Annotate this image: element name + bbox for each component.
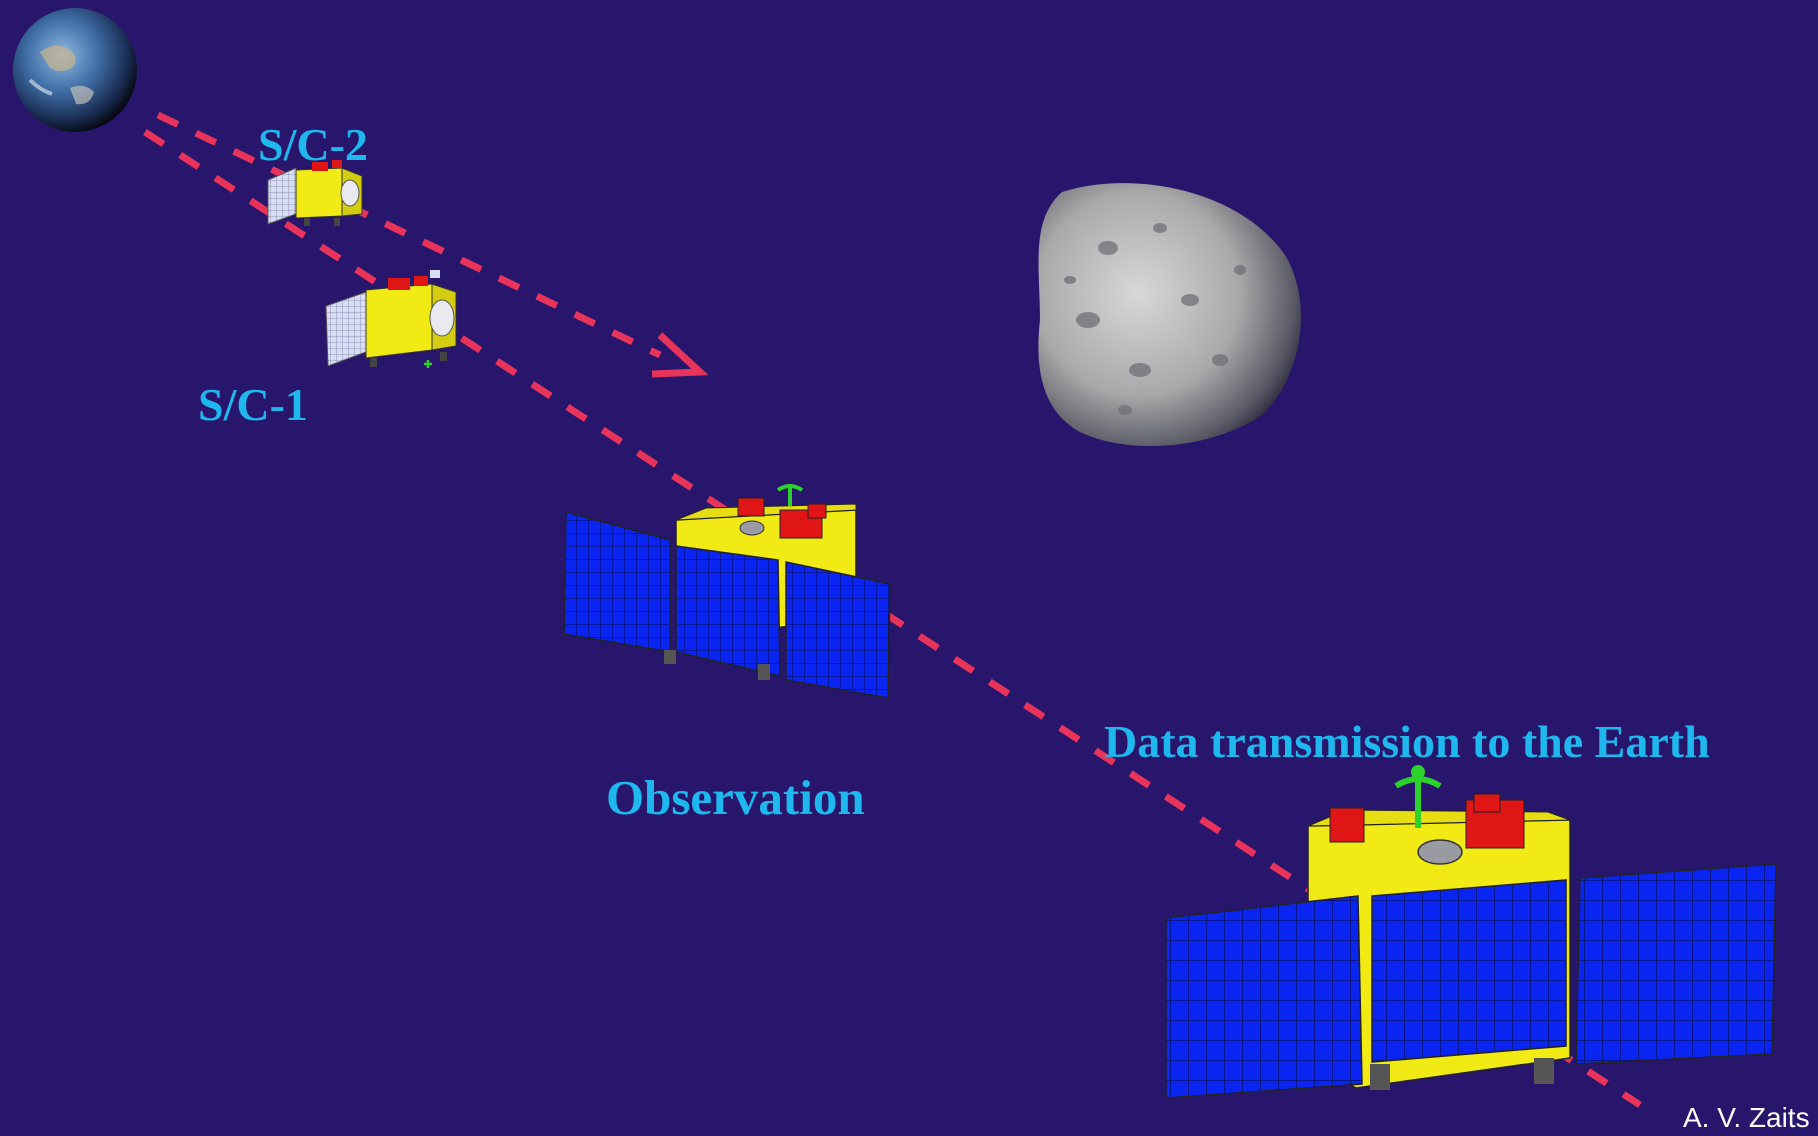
- sc2-label: S/C-2: [258, 119, 368, 170]
- asteroid-icon: [1038, 183, 1301, 447]
- sc1-label: S/C-1: [198, 379, 308, 430]
- trajectory-upper: [156, 111, 662, 359]
- author-credit: A. V. Zaits: [1683, 1102, 1810, 1133]
- data-transmission-label: Data transmission to the Earth: [1104, 716, 1710, 767]
- observation-label: Observation: [606, 770, 865, 825]
- sc1-spacecraft-icon: [325, 270, 457, 368]
- sc2-spacecraft-icon: [267, 160, 363, 226]
- observation-spacecraft-icon: [563, 484, 891, 699]
- earth-globe-icon: [13, 8, 137, 132]
- transmission-spacecraft-icon: [1165, 765, 1777, 1099]
- trajectory-arrowhead: [651, 332, 709, 378]
